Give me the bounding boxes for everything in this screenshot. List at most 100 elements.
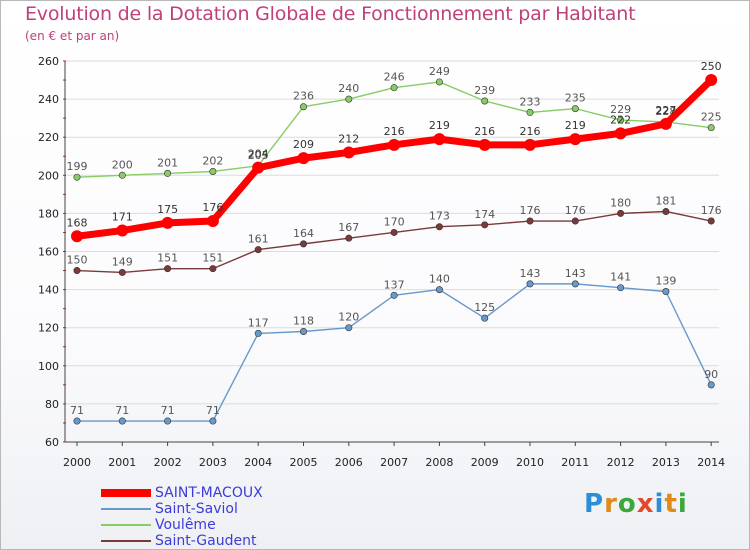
data-point [481, 221, 489, 229]
data-point [569, 133, 582, 146]
series-line-Saint-Saviol [76, 283, 712, 422]
x-tick-label: 2007 [380, 456, 408, 469]
data-point [388, 138, 401, 151]
data-point [571, 280, 579, 288]
data-point [705, 74, 718, 87]
data-label: 219 [429, 119, 450, 132]
data-label: 209 [293, 138, 314, 151]
data-label: 202 [202, 154, 223, 167]
data-point [118, 171, 126, 179]
y-tick-label: 100 [38, 360, 59, 373]
data-point [342, 146, 355, 159]
data-point [390, 291, 398, 299]
x-tick-label: 2008 [425, 456, 453, 469]
data-label: 140 [429, 273, 450, 286]
data-label: 233 [520, 95, 541, 108]
data-label: 171 [112, 211, 133, 224]
y-tick-label: 60 [45, 436, 59, 449]
data-label: 201 [157, 156, 178, 169]
data-label: 205 [248, 149, 269, 162]
data-point [390, 84, 398, 92]
y-tick-label: 140 [38, 284, 59, 297]
data-label: 90 [704, 368, 718, 381]
data-point [73, 173, 81, 181]
chart-subtitle: (en € et par an) [25, 29, 120, 43]
data-point [164, 265, 172, 273]
data-label: 176 [701, 204, 722, 217]
y-tick-label: 260 [38, 55, 59, 68]
data-point [345, 324, 353, 332]
data-label: 236 [293, 90, 314, 103]
data-label: 71 [70, 404, 84, 417]
y-tick-label: 80 [45, 398, 59, 411]
data-label: 170 [384, 215, 405, 228]
legend-label: Voulême [155, 517, 216, 533]
x-tick-label: 2005 [290, 456, 318, 469]
legend-label: Saint-Saviol [155, 501, 238, 517]
x-tick-label: 2013 [652, 456, 680, 469]
data-label: 167 [338, 221, 359, 234]
data-point [435, 78, 443, 86]
data-point [659, 117, 672, 130]
data-label: 143 [565, 267, 586, 280]
data-label: 176 [520, 204, 541, 217]
data-label: 139 [655, 275, 676, 288]
x-tick-label: 2011 [561, 456, 589, 469]
data-label: 71 [161, 404, 175, 417]
data-label: 175 [157, 203, 178, 216]
data-point [71, 230, 83, 243]
data-point [161, 216, 174, 229]
data-label: 176 [202, 201, 223, 214]
data-label: 240 [338, 82, 359, 95]
data-point [662, 288, 670, 296]
data-point [707, 381, 715, 389]
data-point [299, 103, 307, 111]
data-point [526, 108, 534, 116]
proxiti-logo: Proxiti [584, 489, 688, 519]
data-label: 180 [610, 196, 631, 209]
data-label: 222 [610, 113, 631, 126]
data-label: 235 [565, 92, 586, 105]
x-tick-label: 2002 [154, 456, 182, 469]
data-label: 216 [384, 125, 405, 138]
data-point [118, 268, 126, 276]
data-label: 151 [157, 252, 178, 265]
data-point [390, 228, 398, 236]
legend-item: Voulême [101, 517, 263, 533]
data-label: 137 [384, 278, 405, 291]
x-tick-label: 2003 [199, 456, 227, 469]
data-label: 141 [610, 271, 631, 284]
x-tick-label: 2014 [697, 456, 725, 469]
data-point [206, 215, 219, 228]
y-tick-label: 160 [38, 246, 59, 259]
data-label: 227 [655, 104, 676, 117]
y-tick-label: 220 [38, 131, 59, 144]
x-tick-label: 2001 [108, 456, 136, 469]
data-point [345, 234, 353, 242]
x-tick-label: 2004 [244, 456, 272, 469]
data-label: 181 [655, 194, 676, 207]
data-point [254, 246, 262, 254]
data-point [571, 105, 579, 113]
data-point [164, 417, 172, 425]
data-label: 204 [248, 148, 269, 161]
legend-swatch [101, 508, 151, 510]
data-point [299, 240, 307, 248]
x-tick-label: 2000 [63, 456, 91, 469]
data-point [299, 328, 307, 336]
legend-item: Saint-Saviol [101, 501, 263, 517]
data-point [617, 209, 625, 217]
data-point [254, 329, 262, 337]
legend-swatch [101, 540, 151, 542]
legend-label: Saint-Gaudent [155, 533, 257, 549]
data-point [73, 267, 81, 275]
data-point [526, 217, 534, 225]
data-label: 71 [115, 404, 129, 417]
data-point [524, 138, 536, 151]
data-point [481, 314, 489, 322]
legend-swatch [101, 489, 151, 497]
data-point [209, 265, 217, 273]
data-label: 118 [293, 315, 314, 328]
data-label: 229 [610, 103, 631, 116]
legend-label: SAINT-MACOUX [155, 485, 263, 501]
